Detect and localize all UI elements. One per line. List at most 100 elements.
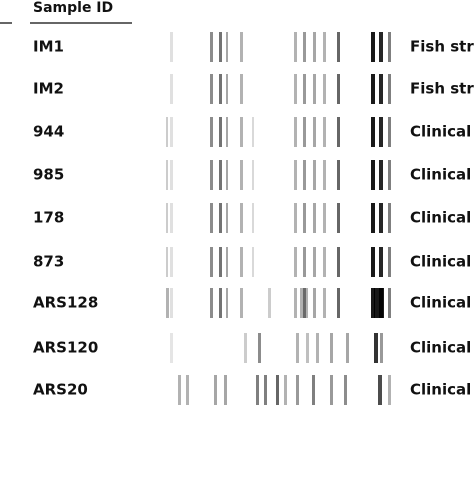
band [300, 288, 308, 318]
band [316, 333, 319, 363]
band [378, 375, 382, 405]
band [330, 375, 333, 405]
band [210, 288, 213, 318]
band [210, 160, 213, 190]
band [313, 32, 316, 62]
band [371, 74, 375, 104]
band [214, 375, 217, 405]
band [294, 160, 297, 190]
band [371, 117, 375, 147]
band [219, 203, 222, 233]
sample-id: 178 [33, 209, 64, 227]
band [170, 74, 173, 104]
band [252, 117, 254, 147]
sample-source: Clinical s [410, 294, 474, 312]
band [374, 288, 384, 318]
band [252, 203, 254, 233]
band [379, 247, 383, 277]
band [240, 74, 243, 104]
sample-id: ARS128 [33, 294, 98, 312]
band [210, 203, 213, 233]
band [219, 32, 222, 62]
sample-id: IM2 [33, 80, 64, 98]
band [323, 160, 326, 190]
band [294, 74, 297, 104]
band [226, 74, 228, 104]
band [226, 32, 228, 62]
sample-source: Clinical s [410, 166, 474, 184]
band [210, 74, 213, 104]
band [252, 160, 254, 190]
sample-source: Fish stra [410, 38, 474, 56]
band [210, 247, 213, 277]
band [294, 247, 297, 277]
band [323, 203, 326, 233]
band [166, 247, 168, 277]
band [388, 117, 391, 147]
band [226, 247, 228, 277]
band [388, 288, 391, 318]
band [170, 247, 173, 277]
band [170, 288, 173, 318]
band [337, 203, 340, 233]
band [170, 32, 173, 62]
sample-source: Clinical s [410, 253, 474, 271]
band [240, 160, 243, 190]
band [337, 160, 340, 190]
sample-source: Clinical s [410, 123, 474, 141]
band [166, 160, 168, 190]
band [240, 288, 243, 318]
band [258, 333, 261, 363]
band [170, 333, 173, 363]
band [337, 117, 340, 147]
band [170, 203, 173, 233]
sample-id: 985 [33, 166, 64, 184]
band [294, 203, 297, 233]
band [268, 288, 271, 318]
band [166, 203, 168, 233]
band [337, 32, 340, 62]
band [303, 117, 306, 147]
band [337, 247, 340, 277]
band [303, 288, 306, 318]
band [240, 203, 243, 233]
band [379, 203, 383, 233]
band [371, 247, 375, 277]
band [178, 375, 181, 405]
band [323, 288, 326, 318]
band [170, 160, 173, 190]
band [346, 333, 349, 363]
band [313, 160, 316, 190]
sample-id: IM1 [33, 38, 64, 56]
band [294, 117, 297, 147]
band [388, 375, 391, 405]
band [313, 203, 316, 233]
band [244, 333, 247, 363]
sample-source: Fish stra [410, 80, 474, 98]
band [371, 288, 375, 318]
sample-id: ARS20 [33, 381, 88, 399]
band [226, 203, 228, 233]
band [256, 375, 259, 405]
band [296, 375, 299, 405]
band [313, 288, 316, 318]
band [388, 247, 391, 277]
band [344, 375, 347, 405]
band [166, 288, 169, 318]
band [374, 333, 378, 363]
band [294, 288, 297, 318]
band [240, 247, 243, 277]
band [166, 117, 168, 147]
band [303, 32, 306, 62]
band [240, 32, 243, 62]
band [226, 288, 228, 318]
band [226, 160, 228, 190]
band [313, 117, 316, 147]
band [371, 160, 375, 190]
band [303, 160, 306, 190]
band [296, 333, 299, 363]
band [219, 247, 222, 277]
band [388, 32, 391, 62]
band [224, 375, 227, 405]
